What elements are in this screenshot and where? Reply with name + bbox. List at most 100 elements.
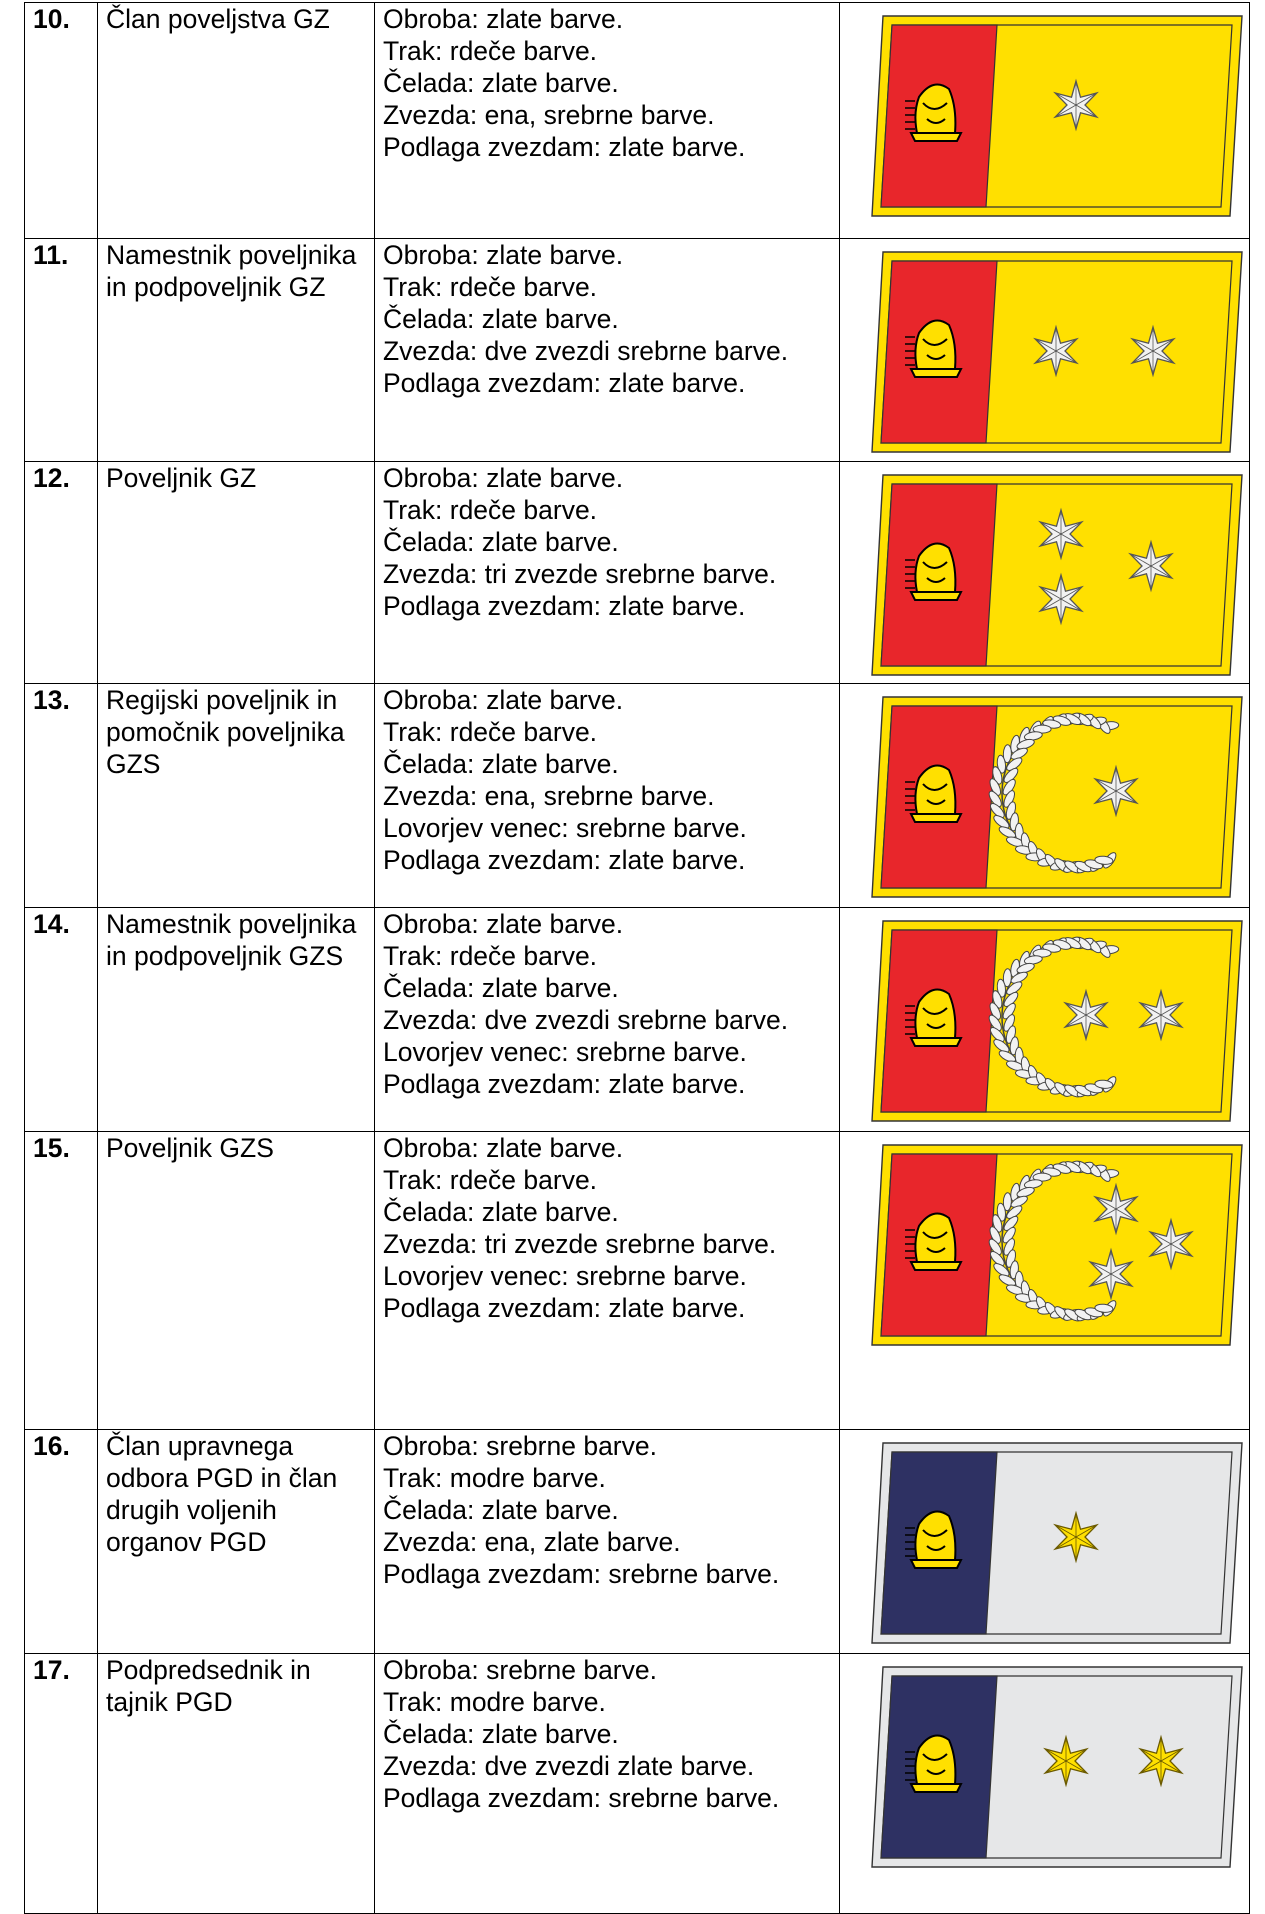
star-facet bbox=[1055, 1536, 1077, 1550]
description-line: Trak: modre barve. bbox=[383, 1463, 606, 1493]
insignia-cell bbox=[839, 461, 1250, 684]
helmet bbox=[905, 83, 963, 142]
rank-number: 11. bbox=[24, 238, 98, 462]
description-line: Obroba: zlate barve. bbox=[383, 240, 624, 270]
star-facet bbox=[1075, 1536, 1097, 1550]
rank-name: Regijski poveljnik in pomočnik poveljnik… bbox=[97, 683, 375, 908]
description-line: Obroba: zlate barve. bbox=[383, 4, 624, 34]
helmet bbox=[905, 764, 963, 823]
rank-description: Obroba: srebrne barve. Trak: modre barve.… bbox=[374, 1653, 840, 1914]
rank-name: Član poveljstva GZ bbox=[97, 2, 375, 239]
description-line: Trak: rdeče barve. bbox=[383, 36, 598, 66]
star-facet bbox=[1045, 1748, 1067, 1762]
star-facet bbox=[1055, 350, 1077, 364]
star-facet bbox=[1140, 1748, 1162, 1762]
star-facet bbox=[1130, 565, 1152, 579]
star-facet bbox=[1160, 1748, 1182, 1762]
description-line: Podlaga zvezdam: zlate barve. bbox=[383, 132, 746, 162]
rank-number: 10. bbox=[24, 2, 98, 239]
description-line: Trak: rdeče barve. bbox=[383, 495, 598, 525]
star-facet bbox=[1040, 533, 1062, 547]
description-line: Podlaga zvezdam: zlate barve. bbox=[383, 591, 746, 621]
rank-name: Namestnik poveljnika in podpoveljnik GZS bbox=[97, 907, 375, 1132]
insignia-cell bbox=[839, 238, 1250, 462]
description-line: Trak: rdeče barve. bbox=[383, 941, 598, 971]
rank-number: 17. bbox=[24, 1653, 98, 1914]
star-facet bbox=[1040, 598, 1062, 612]
description-line: Lovorjev venec: srebrne barve. bbox=[383, 813, 747, 843]
description-line: Obroba: zlate barve. bbox=[383, 909, 624, 939]
star-facet bbox=[1035, 350, 1057, 364]
laurel-wreath bbox=[988, 936, 1120, 1098]
description-line: Čelada: zlate barve. bbox=[383, 749, 619, 779]
star-facet bbox=[1095, 778, 1117, 792]
rank-number: 13. bbox=[24, 683, 98, 908]
description-line: Čelada: zlate barve. bbox=[383, 304, 619, 334]
insignia bbox=[871, 1144, 1243, 1346]
description-line: Obroba: zlate barve. bbox=[383, 1133, 624, 1163]
description-line: Čelada: zlate barve. bbox=[383, 1197, 619, 1227]
description-line: Čelada: zlate barve. bbox=[383, 973, 619, 1003]
star-facet bbox=[1150, 565, 1172, 579]
description-line: Podlaga zvezdam: srebrne barve. bbox=[383, 1783, 780, 1813]
star-facet bbox=[1110, 1261, 1132, 1275]
star-facet bbox=[1115, 778, 1137, 792]
star-facet bbox=[1115, 1208, 1137, 1222]
star-facet bbox=[1095, 790, 1117, 804]
star-facet bbox=[1055, 92, 1077, 106]
description-line: Zvezda: dve zvezdi srebrne barve. bbox=[383, 1005, 789, 1035]
helmet bbox=[905, 1734, 963, 1793]
helmet bbox=[905, 319, 963, 378]
star-facet bbox=[1095, 1196, 1117, 1210]
insignia-cell bbox=[839, 683, 1250, 908]
star-facet bbox=[1152, 338, 1174, 352]
description-line: Podlaga zvezdam: zlate barve. bbox=[383, 368, 746, 398]
insignia bbox=[871, 15, 1243, 217]
rank-number: 14. bbox=[24, 907, 98, 1132]
description-line: Zvezda: dve zvezdi zlate barve. bbox=[383, 1751, 755, 1781]
description-line: Podlaga zvezdam: zlate barve. bbox=[383, 1069, 746, 1099]
description-line: Lovorjev venec: srebrne barve. bbox=[383, 1261, 747, 1291]
rank-number: 15. bbox=[24, 1131, 98, 1430]
description-line: Obroba: srebrne barve. bbox=[383, 1431, 657, 1461]
description-line: Zvezda: ena, srebrne barve. bbox=[383, 100, 715, 130]
description-line: Trak: modre barve. bbox=[383, 1687, 606, 1717]
star-facet bbox=[1060, 586, 1082, 600]
star-facet bbox=[1170, 1231, 1192, 1245]
description-line: Zvezda: dve zvezdi srebrne barve. bbox=[383, 336, 789, 366]
rank-name: Član upravnega odbora PGD in član drugih… bbox=[97, 1429, 375, 1654]
star-facet bbox=[1140, 1002, 1162, 1016]
insignia bbox=[871, 1666, 1243, 1868]
star-facet bbox=[1060, 533, 1082, 547]
laurel-wreath bbox=[988, 712, 1120, 874]
star-facet bbox=[1060, 598, 1082, 612]
star-facet bbox=[1132, 338, 1154, 352]
star-facet bbox=[1085, 1014, 1107, 1028]
table-row: 12. Poveljnik GZ Obroba: zlate barve. Trak:… bbox=[24, 461, 1250, 684]
table-row: 11. Namestnik poveljnika in podpoveljnik … bbox=[24, 238, 1250, 462]
rank-name: Poveljnik GZ bbox=[97, 461, 375, 684]
star-facet bbox=[1130, 553, 1152, 567]
description-line: Podlaga zvezdam: zlate barve. bbox=[383, 1293, 746, 1323]
insignia bbox=[871, 251, 1243, 453]
insignia bbox=[871, 474, 1243, 676]
description-line: Čelada: zlate barve. bbox=[383, 1495, 619, 1525]
star-facet bbox=[1075, 104, 1097, 118]
description-line: Obroba: zlate barve. bbox=[383, 463, 624, 493]
table-row: 10. Član poveljstva GZ Obroba: zlate barve… bbox=[24, 2, 1250, 239]
star-facet bbox=[1065, 1002, 1087, 1016]
description-line: Obroba: srebrne barve. bbox=[383, 1655, 657, 1685]
description-line: Podlaga zvezdam: zlate barve. bbox=[383, 845, 746, 875]
star-facet bbox=[1055, 104, 1077, 118]
star-facet bbox=[1095, 1208, 1117, 1222]
description-line: Zvezda: ena, zlate barve. bbox=[383, 1527, 681, 1557]
star-facet bbox=[1035, 338, 1057, 352]
star-facet bbox=[1085, 1002, 1107, 1016]
star-facet bbox=[1132, 350, 1154, 364]
rank-description: Obroba: srebrne barve. Trak: modre barve.… bbox=[374, 1429, 840, 1654]
helmet bbox=[905, 1510, 963, 1569]
star-facet bbox=[1065, 1748, 1087, 1762]
star-facet bbox=[1090, 1261, 1112, 1275]
star-facet bbox=[1170, 1243, 1192, 1257]
